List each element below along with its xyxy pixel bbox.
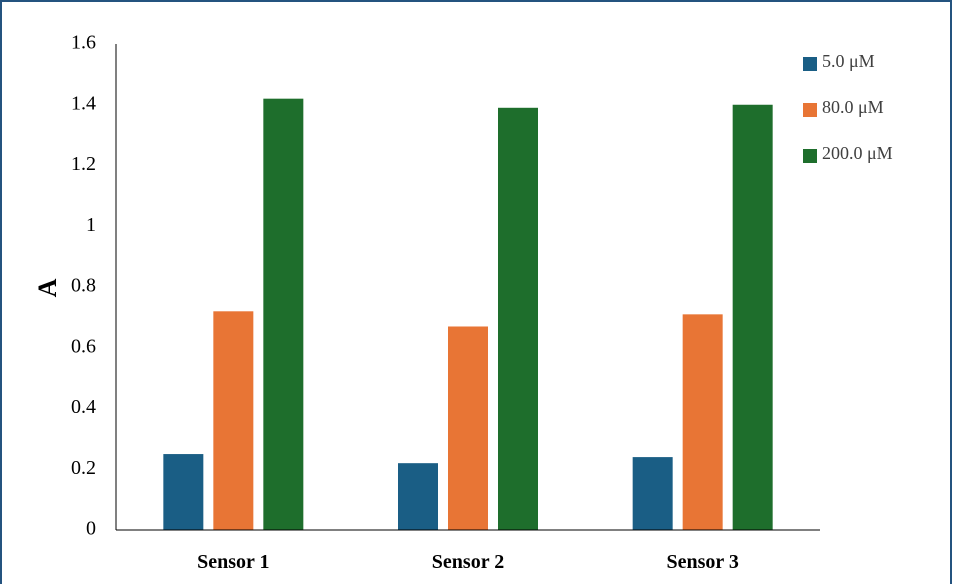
y-tick-label: 1 [86,214,96,236]
legend-swatch [803,57,817,71]
y-tick-label: 0.6 [71,335,96,357]
bar-3-series-1 [632,457,673,530]
bar-2-series-3 [498,107,538,530]
legend-label: 5.0 μM [822,51,875,71]
bar-3-series-3 [732,104,773,530]
bar-2-series-1 [398,463,438,530]
legend-label: 200.0 μM [822,143,893,163]
y-tick-label: 0 [86,518,96,540]
x-category-label: Sensor 3 [666,551,738,573]
x-axis-labels: Sensor 1 Sensor 2 Sensor 3 [197,551,739,573]
y-tick-label: 0.4 [71,396,96,418]
bars [163,98,773,531]
y-tick-label: 1.2 [71,153,96,175]
legend-label: 80.0 μM [822,97,884,117]
bar-1-series-1 [163,454,204,530]
y-tick-label: 0.8 [71,275,96,297]
bar-1-series-2 [213,311,254,530]
y-tick-label: 0.2 [71,457,96,479]
y-axis-ticks: 0 0.2 0.4 0.6 0.8 1 1.2 1.4 1.6 [71,32,96,540]
x-category-label: Sensor 1 [197,551,269,573]
legend-swatch [803,103,817,117]
bar-1-series-3 [263,98,304,531]
legend-swatch [803,149,817,163]
bar-2-series-2 [448,326,488,530]
y-tick-label: 1.6 [71,32,96,54]
y-tick-label: 1.4 [71,92,96,114]
legend: 5.0 μM 80.0 μM 200.0 μM [803,51,893,163]
bar-3-series-2 [682,314,723,530]
x-category-label: Sensor 2 [432,551,504,573]
y-axis-title: A [33,278,62,297]
